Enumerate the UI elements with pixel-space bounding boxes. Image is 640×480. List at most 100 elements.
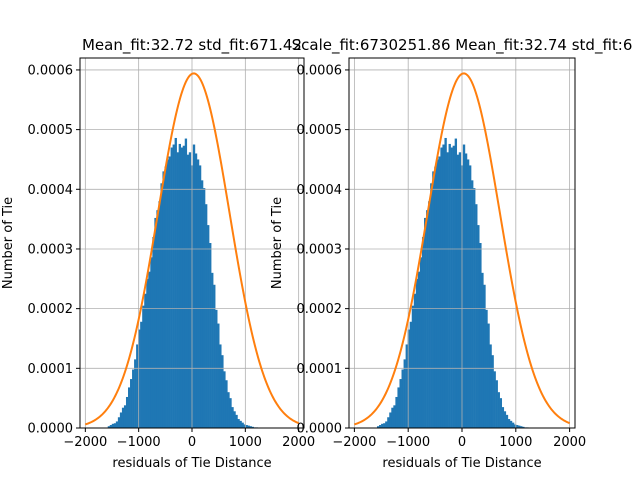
histogram-bar xyxy=(450,147,453,428)
histogram-bar xyxy=(196,159,200,428)
histogram-bar xyxy=(483,284,486,428)
y-tick-label: 0.0000 xyxy=(28,422,74,437)
histogram-bar xyxy=(178,143,181,428)
y-tick-label: 0.0006 xyxy=(297,63,343,78)
y-tick-label: 0.0000 xyxy=(297,422,343,437)
histogram-bar xyxy=(211,272,214,428)
histogram-bar xyxy=(146,278,149,428)
histogram-bar xyxy=(251,426,254,428)
histogram-bar xyxy=(111,423,115,428)
x-tick-label: −2000 xyxy=(332,435,376,450)
histogram-bar xyxy=(142,305,145,428)
histogram-bar xyxy=(202,188,206,428)
chart-title: Mean_fit:32.72 std_fit:671.42 xyxy=(82,36,302,55)
histogram-bar xyxy=(522,426,525,428)
histogram-bar xyxy=(499,398,503,428)
x-axis-label: residuals of Tie Distance xyxy=(112,456,271,471)
histogram-bar xyxy=(491,355,494,428)
histogram-bar xyxy=(217,323,220,428)
histogram-bar xyxy=(448,143,451,428)
histogram-bar xyxy=(430,183,433,428)
histogram-bar xyxy=(473,188,476,428)
histogram-bar xyxy=(462,144,466,428)
histogram-bar xyxy=(469,165,472,429)
histogram-bar xyxy=(513,424,517,428)
histogram-bar xyxy=(209,243,212,428)
histogram-bar xyxy=(243,424,246,428)
histogram-bar xyxy=(495,380,498,428)
histogram-bar xyxy=(383,423,386,428)
histogram-bar xyxy=(117,417,121,428)
histogram-bar xyxy=(115,421,119,428)
histogram-bar xyxy=(229,398,232,428)
histogram-bar xyxy=(198,165,202,429)
histogram-bar xyxy=(479,243,482,428)
histogram-bar xyxy=(403,359,406,428)
histogram-bar xyxy=(156,210,159,428)
histogram-bar xyxy=(432,171,435,428)
histogram-bar xyxy=(477,225,480,428)
x-tick-label: 1000 xyxy=(499,435,532,450)
histogram-bar xyxy=(452,145,455,429)
histogram-bar xyxy=(487,323,490,428)
histogram-bar xyxy=(424,217,427,428)
x-tick-label: 2000 xyxy=(553,435,586,450)
histogram-bar xyxy=(233,411,236,428)
histogram-bar xyxy=(385,421,388,428)
y-tick-label: 0.0002 xyxy=(28,302,74,317)
histogram-bar xyxy=(152,237,155,428)
histogram-bar xyxy=(421,237,425,428)
histogram-bar xyxy=(184,138,188,428)
histogram-bar xyxy=(415,278,419,428)
histogram-bar xyxy=(381,423,384,428)
histogram-bar xyxy=(485,309,488,428)
histogram-bar xyxy=(227,392,230,428)
histogram-bar xyxy=(109,425,113,428)
histogram-bar xyxy=(144,293,147,428)
histogram-bar xyxy=(237,419,240,428)
histogram-bar xyxy=(172,144,175,428)
histogram-bar xyxy=(180,147,184,428)
histogram-bar xyxy=(164,166,167,429)
histogram-bar xyxy=(409,321,413,428)
x-tick-label: −2000 xyxy=(63,435,107,450)
histogram-bar xyxy=(166,159,169,428)
histogram-bar xyxy=(138,329,141,428)
histogram-bar xyxy=(205,204,208,428)
y-tick-label: 0.0001 xyxy=(28,362,74,377)
histogram-bar xyxy=(136,344,139,428)
histogram-bar xyxy=(134,359,137,428)
histogram-bars xyxy=(107,137,259,429)
y-tick-label: 0.0005 xyxy=(28,123,74,138)
histogram-bar xyxy=(458,152,462,429)
y-tick-label: 0.0001 xyxy=(297,362,343,377)
histogram-bar xyxy=(160,183,163,428)
histogram-bar xyxy=(215,309,218,428)
x-axis-label: residuals of Tie Distance xyxy=(382,456,541,471)
histogram-bar xyxy=(207,225,210,428)
y-axis-label: Number of Tie xyxy=(270,197,285,289)
histogram-bar xyxy=(389,412,392,428)
histogram-bar xyxy=(407,329,410,428)
histogram-bar xyxy=(442,144,445,428)
histogram-bar xyxy=(438,156,441,428)
histogram-bar xyxy=(518,425,521,428)
histogram-bar xyxy=(125,396,129,428)
y-tick-label: 0.0003 xyxy=(28,242,74,257)
histogram-bar xyxy=(466,159,470,428)
histogram-bar xyxy=(493,371,496,428)
histogram-bar xyxy=(428,201,431,428)
histogram-bar xyxy=(154,217,157,428)
histogram-bar xyxy=(239,420,242,428)
histogram-bar xyxy=(440,147,443,428)
histogram-bar xyxy=(194,153,198,429)
y-tick-label: 0.0005 xyxy=(297,123,343,138)
histogram-bar xyxy=(507,419,511,428)
histogram-bar xyxy=(405,344,408,428)
chart-title: Scale_fit:6730251.86 Mean_fit:32.74 std_… xyxy=(292,36,633,55)
y-tick-label: 0.0006 xyxy=(28,63,74,78)
histogram-bar xyxy=(128,387,131,428)
y-axis-label: Number of Tie xyxy=(1,197,16,289)
histogram-bar xyxy=(241,422,244,428)
